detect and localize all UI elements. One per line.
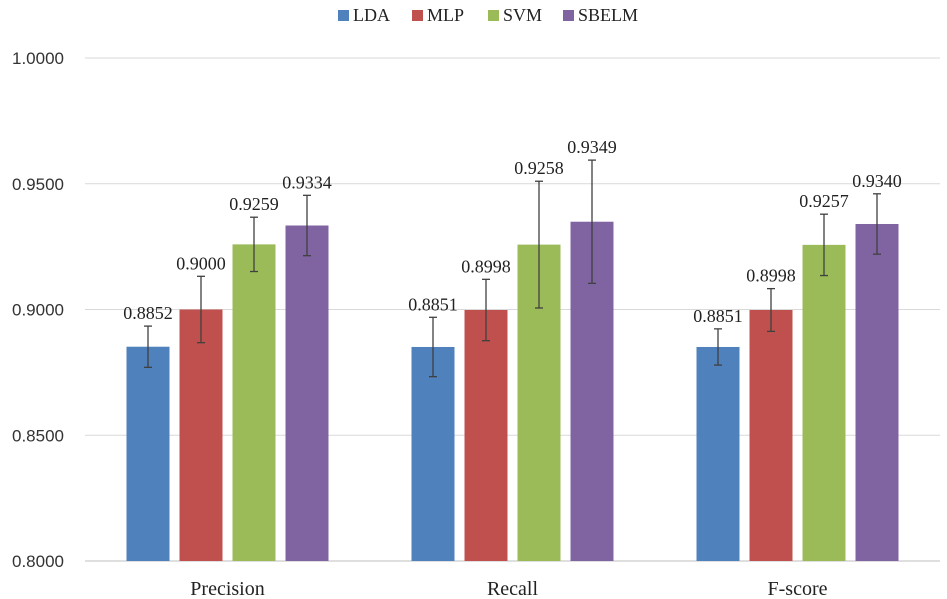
y-tick-label: 0.9000	[12, 301, 64, 320]
data-label: 0.9340	[852, 171, 902, 191]
bar-svm-f-score	[802, 244, 846, 561]
bar-mlp-precision	[179, 309, 223, 561]
legend-swatch-sbelm	[563, 10, 574, 21]
data-label: 0.9257	[799, 191, 849, 211]
y-tick-label: 0.8000	[12, 552, 64, 571]
data-label: 0.8998	[461, 256, 511, 276]
bar-sbelm-precision	[285, 225, 329, 561]
data-label: 0.9334	[282, 172, 332, 192]
data-label: 0.8851	[693, 306, 743, 326]
legend-label-sbelm: SBELM	[578, 5, 638, 25]
legend: LDA MLP SVM SBELM	[338, 5, 638, 25]
y-tick-label: 1.0000	[12, 49, 64, 68]
y-tick-label: 0.9500	[12, 175, 64, 194]
legend-swatch-svm	[488, 10, 499, 21]
data-label: 0.8852	[123, 303, 173, 323]
grid-layer: 0.8000 0.8500 0.9000 0.9500 1.0000	[12, 49, 940, 571]
x-category-label: F-score	[768, 578, 828, 599]
y-tick-label: 0.8500	[12, 426, 64, 445]
labels-layer: 0.88520.90000.92590.9334Precision0.88510…	[123, 137, 902, 599]
x-category-label: Precision	[190, 578, 264, 599]
bar-lda-precision	[126, 346, 170, 561]
bars-layer	[126, 159, 899, 562]
x-category-label: Recall	[487, 578, 539, 599]
data-label: 0.9258	[514, 158, 564, 178]
bar-svm-precision	[232, 244, 276, 561]
legend-label-mlp: MLP	[427, 5, 464, 25]
bar-mlp-f-score	[749, 310, 793, 561]
data-label: 0.9000	[176, 253, 226, 273]
bar-lda-recall	[411, 346, 455, 561]
data-label: 0.9259	[229, 194, 279, 214]
legend-label-svm: SVM	[503, 5, 542, 25]
bar-lda-f-score	[696, 346, 740, 561]
data-label: 0.8998	[746, 266, 796, 286]
legend-label-lda: LDA	[353, 5, 390, 25]
legend-swatch-mlp	[412, 10, 423, 21]
bar-sbelm-f-score	[855, 223, 899, 562]
data-label: 0.8851	[408, 294, 458, 314]
bar-mlp-recall	[464, 310, 508, 561]
legend-swatch-lda	[338, 10, 349, 21]
data-label: 0.9349	[567, 137, 617, 157]
